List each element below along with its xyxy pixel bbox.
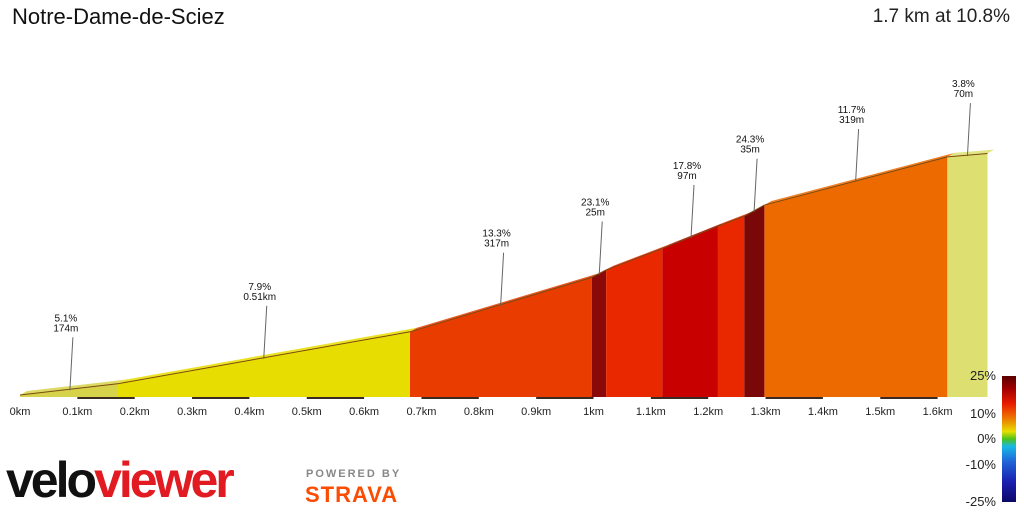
x-tick-label: 0.9km — [521, 406, 551, 418]
annotation-leader-line — [69, 337, 74, 391]
gradient-color-scale — [1002, 376, 1016, 502]
annotation-grade-label: 5.1% — [54, 313, 77, 324]
gradient-segment — [717, 216, 745, 397]
annotation-length-label: 174m — [53, 323, 78, 334]
annotation-leader-line — [855, 129, 860, 183]
gradient-segment — [947, 153, 988, 397]
annotation-grade-label: 17.8% — [673, 161, 701, 172]
legend-label-10: 10% — [969, 406, 996, 421]
profile-edge — [19, 383, 118, 396]
x-tick-label: 0.2km — [120, 406, 150, 418]
axis-km-band — [77, 396, 135, 399]
x-tick-label: 0.6km — [349, 406, 379, 418]
climb-summary: 1.7 km at 10.8% — [872, 6, 1010, 27]
annotation-leader-line — [500, 252, 505, 306]
x-tick-label: 0.4km — [234, 406, 264, 418]
x-tick-label: 0.8km — [464, 406, 494, 418]
x-tick-label: 0.1km — [62, 406, 92, 418]
page-title: Notre-Dame-de-Sciez — [12, 4, 225, 29]
x-tick-label: 0km — [10, 406, 31, 418]
gradient-segment — [662, 226, 718, 397]
annotation-grade-label: 11.7% — [838, 105, 866, 116]
annotation-leader-line — [966, 103, 971, 157]
legend-label-minus-10: -10% — [965, 457, 996, 472]
veloviewer-logo: veloviewer — [6, 452, 235, 508]
annotation-grade-label: 23.1% — [581, 197, 609, 208]
x-tick-label: 1.1km — [636, 406, 666, 418]
gradient-segment — [606, 248, 663, 397]
axis-km-band — [421, 396, 479, 399]
annotation-grade-label: 24.3% — [736, 135, 764, 146]
gradient-segment — [409, 277, 592, 397]
x-tick-label: 1.2km — [693, 406, 723, 418]
powered-by-label: POWERED BY — [306, 468, 402, 480]
annotation-length-label: 35m — [740, 145, 759, 156]
axis-km-band — [880, 396, 938, 399]
profile-edge — [717, 215, 745, 227]
logo-viewer-text: viewer — [94, 452, 235, 508]
annotation-length-label: 97m — [677, 171, 696, 182]
gradient-segment-top — [947, 149, 995, 157]
axis-km-band — [192, 396, 250, 399]
gradient-segment — [744, 205, 765, 397]
annotation-leader-line — [263, 305, 268, 359]
x-tick-label: 1.4km — [808, 406, 838, 418]
annotation-leader-line — [753, 158, 758, 212]
x-tick-label: 0.7km — [406, 406, 436, 418]
axis-km-band — [765, 396, 823, 399]
annotation-length-label: 70m — [954, 89, 973, 100]
x-tick-label: 1.3km — [751, 406, 781, 418]
legend-label-minus-25: -25% — [965, 494, 996, 509]
annotation-leader-line — [598, 221, 603, 275]
gradient-segment — [764, 156, 948, 397]
gradient-segment — [591, 269, 607, 397]
annotation-grade-label: 13.3% — [482, 229, 510, 240]
axis-km-band — [536, 396, 594, 399]
annotation-length-label: 317m — [484, 239, 509, 250]
gradient-segment-top — [764, 152, 955, 206]
annotation-leader-line — [690, 184, 695, 238]
x-tick-label: 1km — [583, 406, 604, 418]
annotation-length-label: 319m — [839, 115, 864, 126]
axis-km-band — [306, 396, 365, 399]
annotation-length-label: 25m — [586, 207, 605, 218]
axis-km-band — [650, 396, 709, 399]
gradient-segment — [117, 331, 410, 397]
annotation-grade-label: 7.9% — [248, 282, 271, 293]
x-tick-label: 0.3km — [177, 406, 207, 418]
strava-logo: STRAVA — [305, 482, 399, 507]
annotation-grade-label: 3.8% — [952, 79, 975, 90]
gradient-segment-top — [20, 379, 125, 395]
x-tick-label: 1.6km — [923, 406, 953, 418]
logo-velo-text: velo — [6, 452, 97, 508]
gradient-segment-top — [117, 327, 417, 384]
profile-edge — [605, 247, 663, 271]
x-tick-label: 0.5km — [292, 406, 322, 418]
profile-edge — [662, 225, 719, 249]
legend-label-25: 25% — [969, 368, 996, 383]
legend-label-0: 0% — [977, 431, 996, 446]
annotation-length-label: 0.51km — [243, 292, 276, 303]
x-tick-label: 1.5km — [865, 406, 895, 418]
